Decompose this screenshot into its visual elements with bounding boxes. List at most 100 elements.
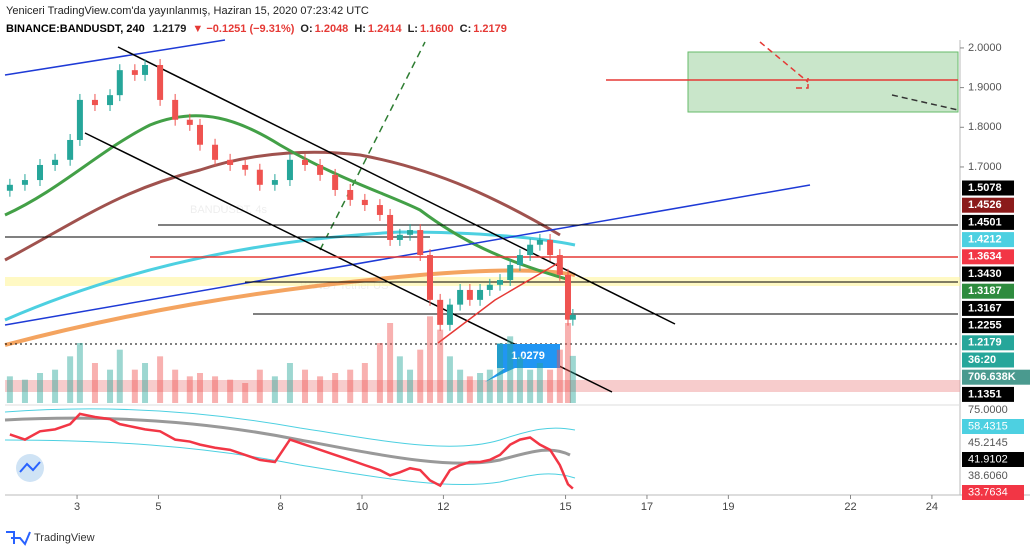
y-tick-label: 1.8000 [968, 121, 1002, 133]
candle-body [21, 180, 28, 185]
blue-trend-top [4, 39, 226, 76]
candle-body [376, 205, 383, 215]
volume-bar [172, 369, 179, 403]
footer-brand: TradingView [34, 532, 95, 544]
volume-bar [564, 323, 571, 403]
price-label: 1.4526 [968, 199, 1002, 211]
volume-bar [196, 373, 203, 403]
ohlc-value: 1.2414 [368, 23, 403, 35]
candle-body [302, 159, 309, 165]
ma-green [4, 114, 571, 282]
candle-body [76, 99, 83, 140]
candle-body [516, 255, 523, 265]
ohlc-key: O: [300, 23, 312, 35]
candle-body [457, 289, 464, 305]
candle-body [477, 289, 484, 300]
callout-box [485, 344, 560, 382]
candle-body [569, 314, 576, 320]
price-label: 1.5078 [968, 182, 1002, 194]
volume-bar [91, 363, 98, 403]
volume-bar [212, 376, 219, 403]
price-label-bg [962, 335, 1014, 351]
header-last: 1.2179 [153, 23, 187, 35]
volume-bar [286, 363, 293, 403]
green-dashed [319, 41, 426, 251]
candle-body [196, 124, 203, 145]
price-label-bg [962, 318, 1014, 334]
black-dashed [891, 94, 959, 111]
candle-body [107, 95, 114, 106]
volume-bar [387, 323, 394, 403]
candle-body [172, 99, 179, 120]
price-label-bg [962, 369, 1030, 385]
symbol-line: BINANCE:BANDUSDT, 240 [6, 23, 145, 35]
volume-bar [396, 356, 403, 403]
header-change: ▼ −0.1251 (−9.31%) [192, 23, 294, 35]
candle-body [157, 64, 164, 100]
candle-body [437, 299, 444, 325]
red-triangle [437, 261, 561, 344]
volume-bar [466, 376, 473, 403]
price-label-bg [962, 386, 1014, 402]
candle-body [37, 164, 44, 181]
indicator-label: 33.7634 [968, 486, 1008, 498]
volume-bar [256, 369, 263, 403]
red-zone [5, 380, 960, 392]
price-label: 706.638K [968, 371, 1016, 383]
watermark: BANDUSDT, 4s [190, 204, 268, 216]
candle-body [361, 199, 368, 206]
price-label: 1.3187 [968, 285, 1002, 297]
volume-bar [477, 373, 484, 403]
candle-body [417, 230, 424, 256]
volume-bar [76, 343, 83, 403]
price-label: 1.3167 [968, 302, 1002, 314]
volume-bar [242, 383, 249, 403]
candle-body [131, 70, 138, 75]
volume-bar [131, 369, 138, 403]
volume-bar [417, 349, 424, 403]
volume-bar [52, 369, 59, 403]
y-tick-label: 1.7000 [968, 161, 1002, 173]
candle-body [426, 255, 433, 300]
candle-body [142, 64, 149, 75]
price-label-bg [962, 300, 1014, 316]
ma-cyan [4, 230, 576, 322]
candle-body [527, 244, 534, 256]
candle-body [466, 289, 473, 300]
y-tick-label: 1.9000 [968, 82, 1002, 94]
x-tick-label: 15 [559, 501, 571, 513]
indicator-mid [4, 416, 571, 465]
volume-bar [457, 369, 464, 403]
candle-body [52, 159, 59, 165]
volume-bar [317, 376, 324, 403]
x-tick-label: 22 [844, 501, 856, 513]
volume-bar [507, 336, 514, 403]
channel-top [117, 46, 676, 325]
price-label-bg [962, 197, 1014, 213]
y-tick-label: 2.0000 [968, 42, 1002, 54]
volume-bar [536, 363, 543, 403]
candle-body [256, 169, 263, 185]
indicator-label-bg [962, 452, 1024, 467]
indicator-label-bg [962, 485, 1024, 500]
candle-body [387, 214, 394, 240]
volume-bar [186, 376, 193, 403]
volume-bar [486, 369, 493, 403]
candle-body [396, 234, 403, 240]
ma-brown [4, 150, 561, 262]
candle-body [227, 159, 234, 165]
candle-body [186, 119, 193, 125]
indicator-upper [4, 408, 576, 447]
ohlc-key: C: [460, 23, 472, 35]
indicator-label: 75.0000 [968, 404, 1008, 416]
candle-body [536, 239, 543, 245]
symbol: BINANCE:BANDUSDT, 240 [6, 23, 145, 35]
volume-bar [6, 376, 13, 403]
indicator-line [9, 412, 574, 490]
price-label: 1.3430 [968, 268, 1002, 280]
indicator-label: 41.9102 [968, 453, 1008, 465]
volume-bar [227, 379, 234, 403]
candle-body [6, 184, 13, 191]
x-tick-label: 12 [437, 501, 449, 513]
